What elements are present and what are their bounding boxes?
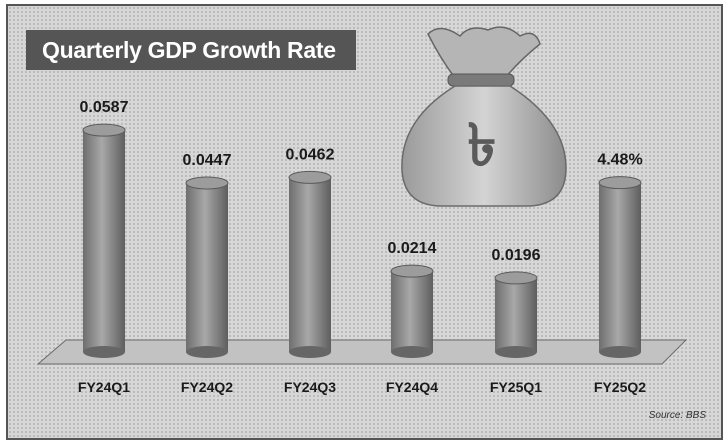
chart-title: Quarterly GDP Growth Rate	[26, 30, 356, 70]
bar-fy24q3	[288, 170, 332, 358]
taka-money-bag-icon: ৳	[401, 26, 567, 207]
bars-group: 0.0587 FY24Q1 0.0447 FY24Q2 0.0462 FY24Q3 0.02…	[78, 99, 646, 395]
value-label-fy24q4: 0.0214	[388, 240, 437, 257]
bar-fy24q2	[185, 176, 229, 358]
source-note: Source: BBS	[648, 410, 706, 421]
value-label-fy25q1: 0.0196	[492, 247, 541, 264]
category-label-fy24q3: FY24Q3	[284, 379, 336, 395]
value-label-fy24q3: 0.0462	[286, 146, 335, 163]
bar-fy25q1	[494, 271, 538, 358]
bar-fy24q4	[390, 264, 434, 358]
category-label-fy24q2: FY24Q2	[181, 379, 233, 395]
bar-fy25q2	[598, 176, 642, 358]
category-label-fy25q1: FY25Q1	[490, 379, 542, 395]
chart-floor	[36, 339, 688, 365]
value-label-fy25q2: 4.48%	[597, 152, 642, 169]
svg-text:৳: ৳	[468, 111, 497, 179]
value-label-fy24q1: 0.0587	[80, 99, 129, 116]
bar-fy24q1	[82, 123, 126, 358]
category-label-fy24q1: FY24Q1	[78, 379, 130, 395]
value-label-fy24q2: 0.0447	[183, 152, 232, 169]
category-label-fy25q2: FY25Q2	[594, 379, 646, 395]
category-label-fy24q4: FY24Q4	[386, 379, 438, 395]
